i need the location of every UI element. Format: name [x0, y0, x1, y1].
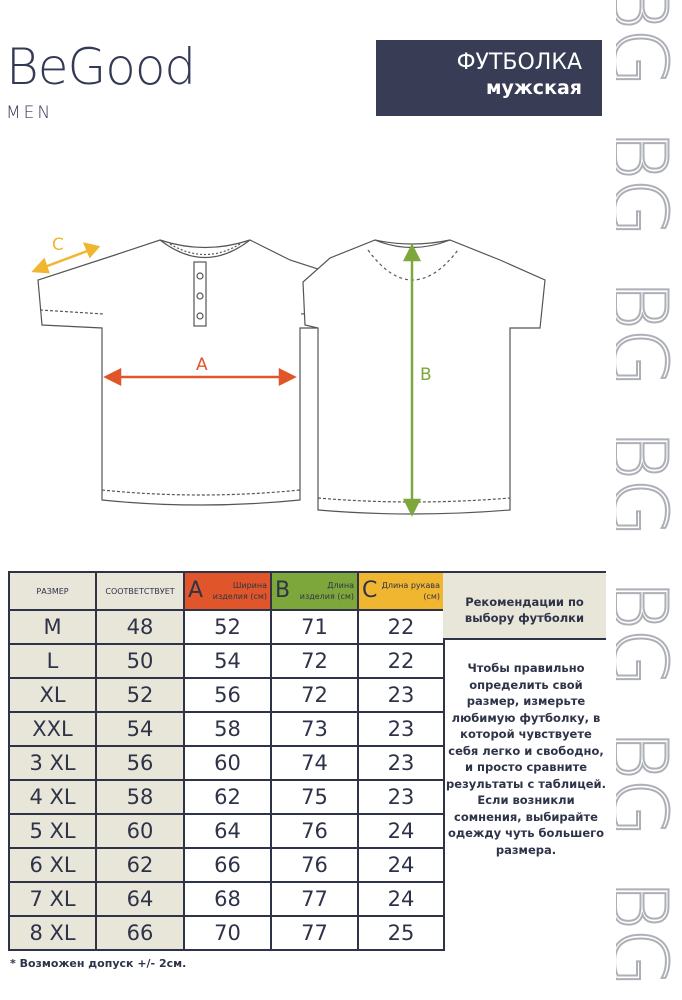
size-cell: 5 XL — [8, 813, 97, 849]
corresponds-cell: 50 — [95, 643, 185, 679]
table-row: XXL 54 58 73 23 — [8, 711, 445, 747]
size-cell: XL — [8, 677, 97, 713]
watermark-text: BG — [616, 129, 682, 238]
front-shirt — [37, 239, 359, 506]
length-cell: 72 — [270, 643, 359, 679]
col-a-letter: A — [188, 578, 204, 603]
watermark: BG BG BG BG BG BG BG — [616, 0, 682, 1000]
width-cell: 56 — [183, 677, 272, 713]
col-c: C Длина рукава (см) — [357, 571, 445, 611]
width-cell: 66 — [183, 847, 272, 883]
recommendation-text: Чтобы правильно определить свой размер, … — [446, 661, 606, 857]
length-cell: 76 — [270, 847, 359, 883]
length-cell: 77 — [270, 915, 359, 951]
col-c-letter: C — [362, 578, 378, 603]
col-b-letter: B — [275, 578, 291, 603]
col-b-label: Длина изделия (см) — [299, 581, 354, 601]
size-cell: 7 XL — [8, 881, 97, 917]
recommendation-title: Рекомендации по выбору футболки — [443, 571, 606, 640]
sleeve-cell: 25 — [357, 915, 445, 951]
brand-sub: MEN — [6, 103, 54, 123]
measure-b-label: B — [420, 365, 432, 385]
table-row: M 48 52 71 22 — [8, 609, 445, 645]
corresponds-cell: 60 — [95, 813, 185, 849]
width-cell: 68 — [183, 881, 272, 917]
width-cell: 54 — [183, 643, 272, 679]
width-cell: 64 — [183, 813, 272, 849]
table-row: 5 XL 60 64 76 24 — [8, 813, 445, 849]
sleeve-cell: 24 — [357, 813, 445, 849]
table-row: 7 XL 64 68 77 24 — [8, 881, 445, 917]
measure-c-label: C — [52, 235, 64, 255]
length-cell: 76 — [270, 813, 359, 849]
back-shirt — [302, 239, 546, 515]
corresponds-cell: 56 — [95, 745, 185, 781]
length-cell: 72 — [270, 677, 359, 713]
table-row: L 50 54 72 22 — [8, 643, 445, 679]
table-row: 6 XL 62 66 76 24 — [8, 847, 445, 883]
col-a-label: Ширина изделия (см) — [212, 581, 267, 601]
width-cell: 70 — [183, 915, 272, 951]
size-table: РАЗМЕР СООТВЕТСТВУЕТ A Ширина изделия (см… — [8, 571, 445, 951]
col-c-label: Длина рукава (см) — [381, 581, 440, 601]
sleeve-cell: 24 — [357, 881, 445, 917]
col-corresponds: СООТВЕТСТВУЕТ — [95, 571, 185, 611]
corresponds-cell: 58 — [95, 779, 185, 815]
measure-a-label: A — [196, 355, 208, 375]
measure-a-arrow — [103, 367, 297, 387]
watermark-text: BG — [616, 429, 682, 538]
width-cell: 60 — [183, 745, 272, 781]
width-cell: 52 — [183, 609, 272, 645]
title-line2: мужская — [485, 77, 582, 99]
watermark-text: BG — [616, 0, 682, 88]
width-cell: 58 — [183, 711, 272, 747]
sleeve-cell: 22 — [357, 643, 445, 679]
watermark-text: BG — [616, 279, 682, 388]
measure-c-arrow — [31, 242, 101, 274]
product-title: ФУТБОЛКА мужская — [376, 40, 602, 116]
col-a: A Ширина изделия (см) — [183, 571, 272, 611]
size-cell: 3 XL — [8, 745, 97, 781]
length-cell: 75 — [270, 779, 359, 815]
length-cell: 73 — [270, 711, 359, 747]
table-header: РАЗМЕР СООТВЕТСТВУЕТ A Ширина изделия (см… — [8, 571, 445, 611]
brand-logo: BeGood — [6, 38, 196, 96]
watermark-text: BG — [616, 579, 682, 688]
title-line1: ФУТБОЛКА — [456, 50, 582, 75]
table-row: 4 XL 58 62 75 23 — [8, 779, 445, 815]
table-row: 8 XL 66 70 77 25 — [8, 915, 445, 951]
size-cell: 8 XL — [8, 915, 97, 951]
sleeve-cell: 23 — [357, 677, 445, 713]
size-cell: M — [8, 609, 97, 645]
measure-b-arrow — [402, 243, 422, 517]
col-size: РАЗМЕР — [8, 571, 97, 611]
sleeve-cell: 23 — [357, 711, 445, 747]
sleeve-cell: 23 — [357, 779, 445, 815]
corresponds-cell: 66 — [95, 915, 185, 951]
size-cell: XXL — [8, 711, 97, 747]
watermark-text: BG — [616, 879, 682, 988]
sleeve-cell: 23 — [357, 745, 445, 781]
length-cell: 77 — [270, 881, 359, 917]
width-cell: 62 — [183, 779, 272, 815]
watermark-text: BG — [616, 729, 682, 838]
size-cell: 4 XL — [8, 779, 97, 815]
sleeve-cell: 22 — [357, 609, 445, 645]
table-row: 3 XL 56 60 74 23 — [8, 745, 445, 781]
corresponds-cell: 54 — [95, 711, 185, 747]
size-cell: 6 XL — [8, 847, 97, 883]
length-cell: 74 — [270, 745, 359, 781]
sleeve-cell: 24 — [357, 847, 445, 883]
tshirt-diagram: A B C — [31, 235, 546, 517]
length-cell: 71 — [270, 609, 359, 645]
corresponds-cell: 52 — [95, 677, 185, 713]
table-row: XL 52 56 72 23 — [8, 677, 445, 713]
corresponds-cell: 64 — [95, 881, 185, 917]
corresponds-cell: 48 — [95, 609, 185, 645]
tolerance-note: * Возможен допуск +/- 2см. — [10, 957, 187, 970]
corresponds-cell: 62 — [95, 847, 185, 883]
col-b: B Длина изделия (см) — [270, 571, 359, 611]
size-cell: L — [8, 643, 97, 679]
